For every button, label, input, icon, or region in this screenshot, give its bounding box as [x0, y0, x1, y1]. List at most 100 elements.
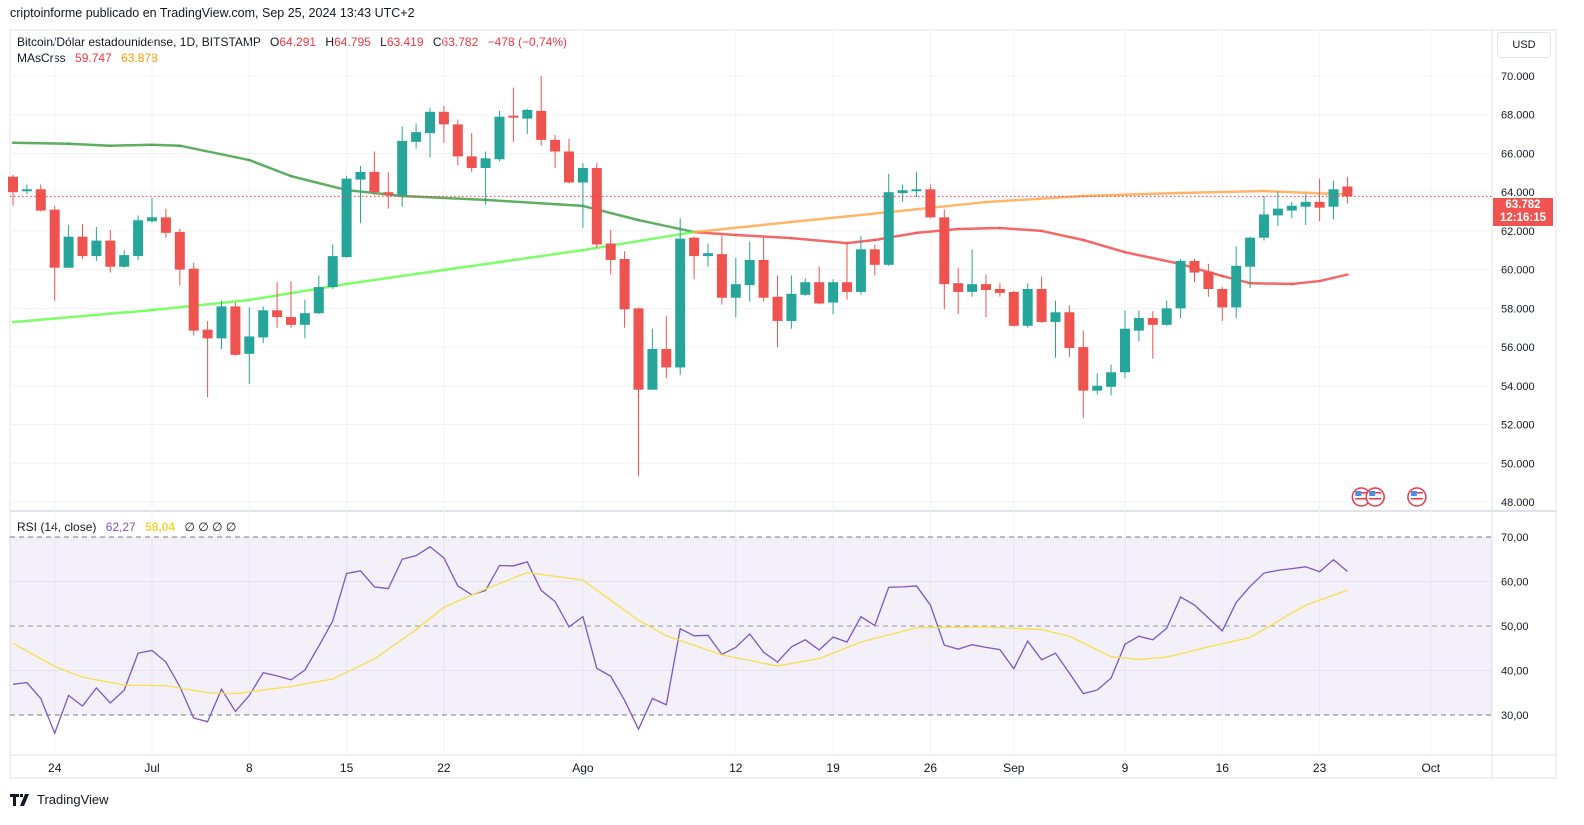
candle-body: [21, 189, 32, 192]
candle-body: [869, 249, 880, 265]
symbol-title[interactable]: Bitcoin/Dólar estadounidense, 1D, BITSTA…: [17, 35, 261, 49]
candle-body: [272, 310, 283, 318]
ma-fast-segment: [1318, 273, 1349, 283]
flag-ring: [1365, 487, 1385, 507]
candle-body: [772, 296, 783, 321]
flag-stripe: [1355, 501, 1368, 503]
candle: [1175, 258, 1186, 319]
candle: [828, 279, 839, 315]
ma-fast-segment: [1040, 229, 1085, 242]
candle: [619, 251, 630, 328]
ma-fast-segment: [400, 194, 487, 202]
candle-body: [536, 110, 547, 140]
candle-body: [1217, 289, 1228, 308]
candle: [105, 229, 116, 273]
candle: [1259, 196, 1269, 241]
candle-body: [1022, 289, 1033, 326]
candle: [313, 275, 324, 315]
tradingview-logo[interactable]: TradingView: [10, 792, 109, 807]
candle-body: [341, 178, 352, 258]
close-value: 63.782: [441, 35, 479, 49]
ma-fast-segment: [67, 142, 112, 147]
candle: [577, 163, 588, 229]
us-flag-icon: [1407, 487, 1427, 507]
candle-body: [842, 282, 852, 292]
ma-fast-segment: [289, 174, 348, 192]
candle-body: [605, 243, 616, 260]
candle: [438, 106, 449, 143]
rsi-tick-label: 40,00: [1501, 666, 1529, 678]
candle: [258, 306, 269, 344]
candle-body: [994, 289, 1005, 293]
candle: [967, 249, 978, 297]
candle: [911, 171, 922, 198]
candle-body: [425, 111, 435, 134]
candle: [299, 299, 310, 339]
ma-fast-segment: [1082, 238, 1127, 254]
candle: [452, 119, 463, 166]
candle: [661, 316, 672, 379]
currency-button[interactable]: USD: [1497, 32, 1551, 58]
ma-fast-segment: [11, 141, 70, 146]
candle-body: [758, 259, 769, 298]
candle-body: [1342, 186, 1353, 197]
price-tick-label: 62.000: [1501, 226, 1535, 238]
candle: [758, 236, 769, 302]
flag-stripe: [1410, 501, 1423, 503]
candle-body: [258, 310, 269, 338]
open-value: 64.291: [279, 35, 317, 49]
candle: [855, 235, 866, 295]
candle-body: [897, 190, 908, 194]
ma-fast-segment: [873, 231, 918, 242]
candle: [355, 166, 366, 224]
ma-fast-segment: [915, 227, 960, 235]
rsi-indicator-name[interactable]: RSI (14, close): [17, 520, 97, 534]
candle: [786, 275, 797, 329]
candle: [1286, 201, 1297, 219]
candle-body: [1175, 260, 1186, 309]
candle-body: [814, 282, 825, 304]
candle: [647, 328, 658, 390]
candle-body: [828, 282, 839, 303]
candle: [174, 228, 185, 286]
candle-body: [286, 317, 296, 325]
candle: [1064, 305, 1075, 357]
candle: [272, 282, 283, 328]
candle: [1106, 364, 1117, 396]
candle: [925, 184, 936, 219]
candle: [1217, 287, 1228, 321]
candle: [1203, 263, 1214, 297]
candle: [1189, 258, 1200, 283]
ma-indicator-name[interactable]: MAsCrss: [17, 51, 66, 65]
candle-body: [383, 192, 394, 196]
last-price-value: 63.782: [1505, 198, 1541, 211]
ma-slow-segment: [692, 220, 793, 234]
candle: [119, 250, 130, 268]
candle: [35, 184, 46, 212]
candle-body: [1092, 385, 1103, 391]
candle: [716, 235, 727, 305]
candle-body: [133, 220, 144, 257]
candle-body: [591, 167, 602, 245]
candle-body: [369, 171, 380, 193]
ma-fast-segment: [484, 198, 585, 208]
flag-stripe: [1410, 498, 1423, 500]
candle: [1092, 373, 1103, 395]
candle: [772, 275, 783, 348]
candle: [744, 241, 755, 302]
candle-body: [647, 349, 658, 390]
candle-body: [703, 253, 713, 257]
candle-body: [1231, 265, 1242, 308]
candle-body: [800, 282, 811, 295]
candle: [1342, 176, 1353, 204]
candle-body: [1147, 318, 1158, 325]
candle-body: [230, 306, 241, 355]
open-label: O: [270, 35, 280, 49]
candle-body: [35, 189, 46, 211]
candle: [147, 197, 157, 224]
candle-body: [119, 255, 130, 267]
candle: [675, 218, 686, 376]
rsi-tick-label: 50,00: [1501, 621, 1529, 633]
candle: [397, 126, 408, 207]
